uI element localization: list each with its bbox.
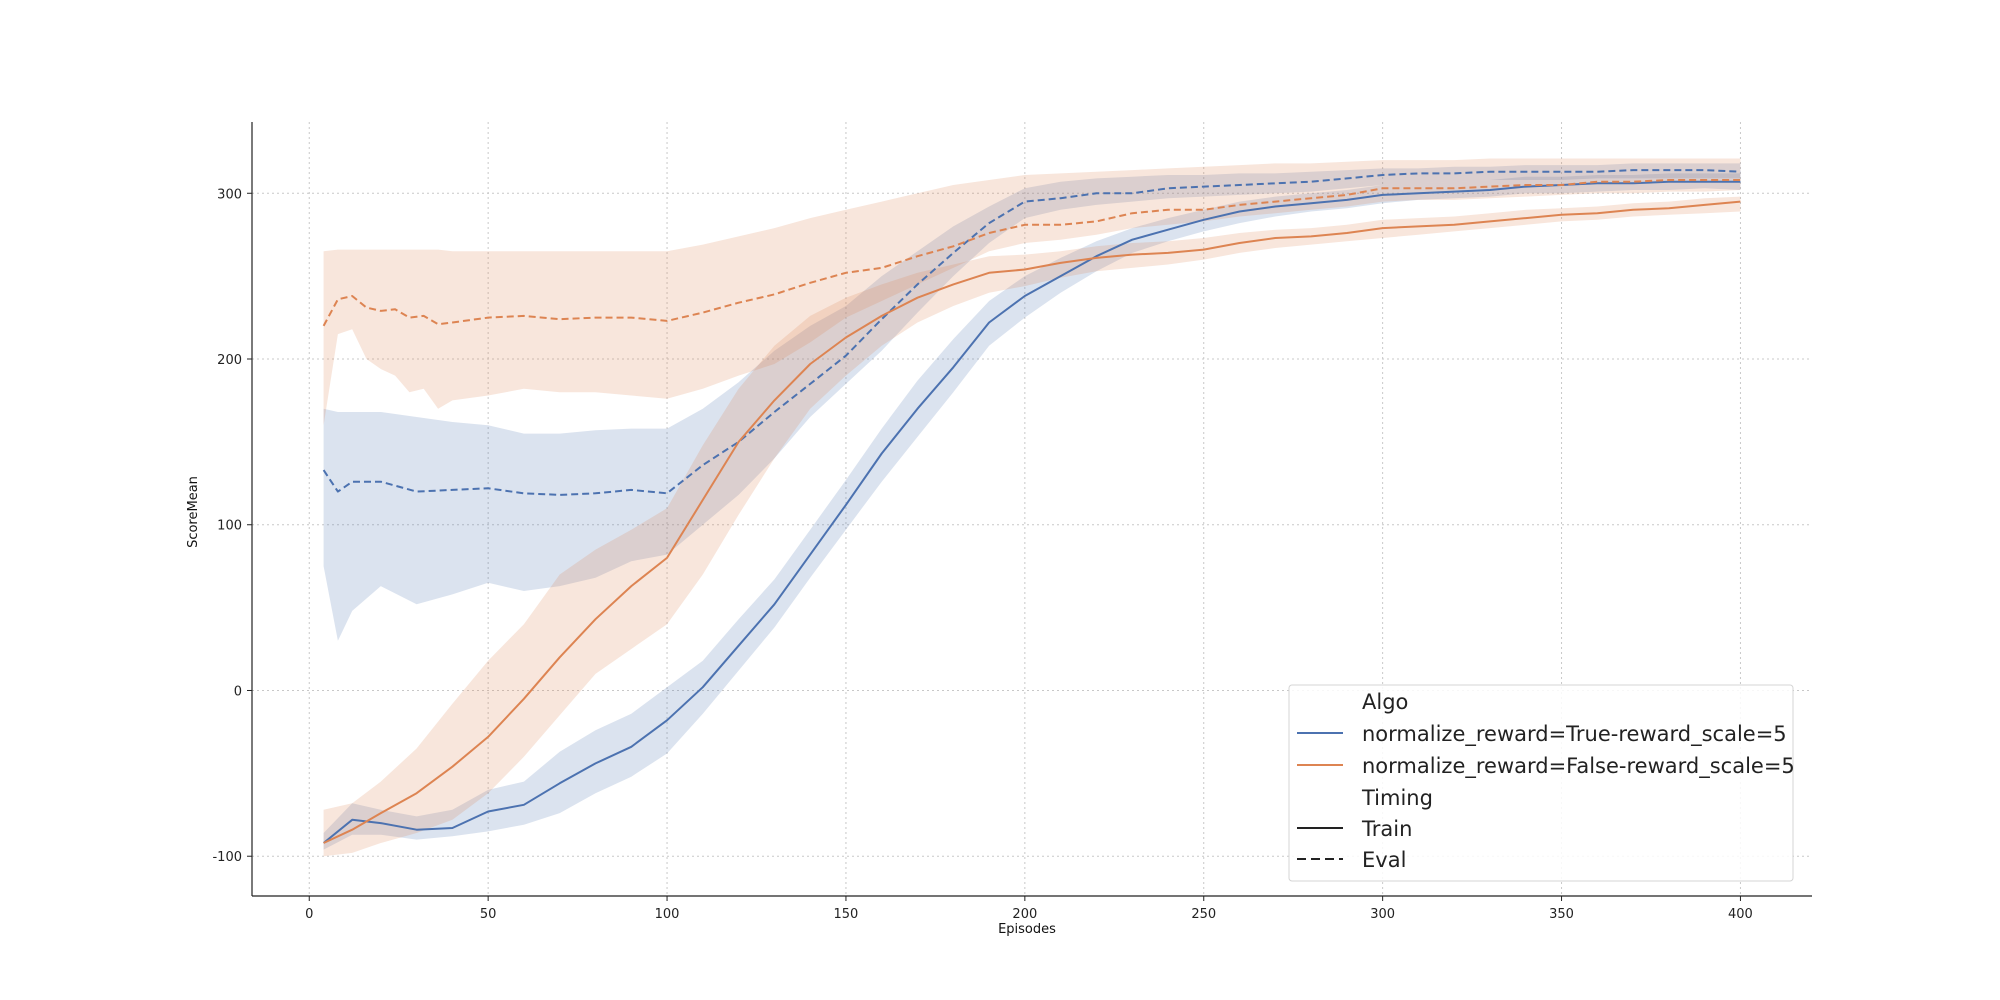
line-normalize-false-train bbox=[323, 200, 1741, 844]
series-lines bbox=[322, 169, 1741, 844]
x-tick-label: 100 bbox=[655, 907, 680, 922]
x-axis-title: Episodes bbox=[998, 922, 1056, 937]
band-normalize-false-train bbox=[323, 196, 1741, 857]
line-normalize-true-eval bbox=[322, 169, 1741, 496]
legend-label-train: Train bbox=[1361, 817, 1412, 841]
band-normalize-false-eval bbox=[323, 158, 1741, 426]
x-tick-label: 50 bbox=[480, 907, 497, 922]
x-tick-label: 250 bbox=[1191, 907, 1216, 922]
y-tick-label: 300 bbox=[217, 187, 242, 202]
legend-style-title: Timing bbox=[1361, 786, 1433, 810]
x-tick-label: 350 bbox=[1549, 907, 1574, 922]
legend-frame bbox=[1288, 684, 1794, 882]
y-tick-label: 200 bbox=[217, 353, 242, 368]
x-tick-label: 0 bbox=[305, 907, 313, 922]
x-tick-label: 300 bbox=[1370, 907, 1395, 922]
x-tick-label: 400 bbox=[1728, 907, 1753, 922]
x-tick-label: 150 bbox=[834, 907, 859, 922]
line-normalize-false-eval bbox=[322, 179, 1741, 327]
y-tick-label: 100 bbox=[217, 519, 242, 534]
y-tick-label: -100 bbox=[212, 850, 242, 865]
y-tick-label: 0 bbox=[234, 684, 242, 699]
x-tick-label: 200 bbox=[1012, 907, 1037, 922]
y-axis-title: ScoreMean bbox=[186, 476, 201, 548]
axes bbox=[247, 122, 1812, 901]
line-normalize-true-train bbox=[322, 180, 1741, 844]
tick-labels: 0 50 100 150 200 250 300 350 400 -100 0 100 200 300 bbox=[212, 187, 1752, 922]
legend-label-eval: Eval bbox=[1362, 848, 1406, 872]
legend: Algo normalize_reward=True-reward_scale=… bbox=[1288, 684, 1795, 882]
legend-label-normalize-false: normalize_reward=False-reward_scale=5 bbox=[1362, 754, 1795, 779]
legend-label-normalize-true: normalize_reward=True-reward_scale=5 bbox=[1362, 722, 1787, 747]
band-normalize-true-train bbox=[323, 173, 1741, 850]
band-normalize-true-eval bbox=[323, 163, 1741, 641]
legend-hue-title: Algo bbox=[1362, 690, 1408, 714]
confidence-bands bbox=[323, 158, 1741, 857]
